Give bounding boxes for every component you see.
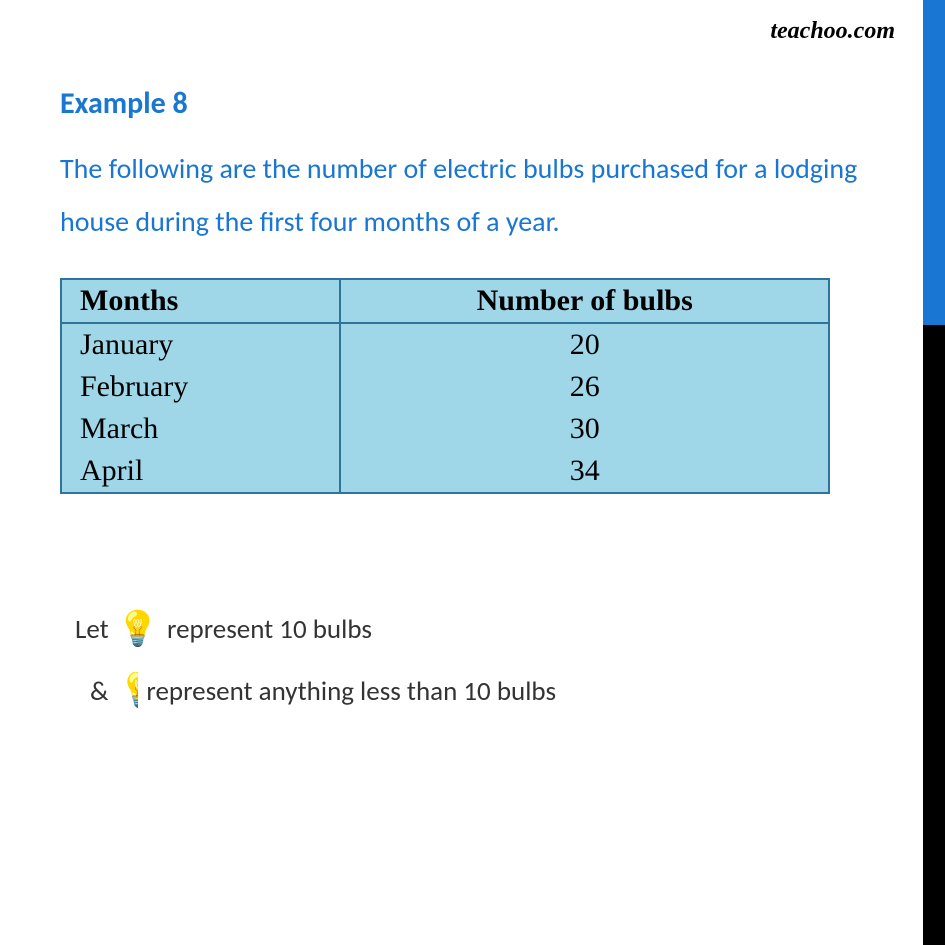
table-row: January 20	[61, 323, 829, 366]
count-cell: 20	[340, 323, 829, 366]
legend-line-full: Let 💡 represent 10 bulbs	[75, 609, 875, 650]
watermark-logo: teachoo.com	[770, 18, 895, 45]
table-row: April 34	[61, 450, 829, 493]
example-heading: Example 8	[60, 85, 875, 122]
side-accent-black	[923, 325, 945, 945]
legend-suffix: represent anything less than 10 bulbs	[146, 675, 556, 708]
bulb-half-icon: 💡	[118, 672, 138, 710]
bulbs-table: Months Number of bulbs January 20 Februa…	[60, 278, 830, 494]
month-cell: February	[61, 366, 340, 408]
legend-prefix: Let	[75, 613, 109, 646]
legend-block: Let 💡 represent 10 bulbs & 💡 represent a…	[60, 609, 875, 710]
count-cell: 30	[340, 408, 829, 450]
legend-suffix: represent 10 bulbs	[167, 613, 372, 646]
table-row: February 26	[61, 366, 829, 408]
month-cell: March	[61, 408, 340, 450]
month-cell: April	[61, 450, 340, 493]
count-cell: 34	[340, 450, 829, 493]
count-cell: 26	[340, 366, 829, 408]
bulb-full-icon: 💡	[117, 609, 159, 650]
legend-line-half: & 💡 represent anything less than 10 bulb…	[75, 672, 875, 710]
table-header-bulbs: Number of bulbs	[340, 279, 829, 323]
table-header-months: Months	[61, 279, 340, 323]
month-cell: January	[61, 323, 340, 366]
problem-statement: The following are the number of electric…	[60, 142, 875, 248]
table-row: March 30	[61, 408, 829, 450]
legend-prefix: &	[90, 675, 108, 708]
side-accent-blue	[923, 0, 945, 325]
